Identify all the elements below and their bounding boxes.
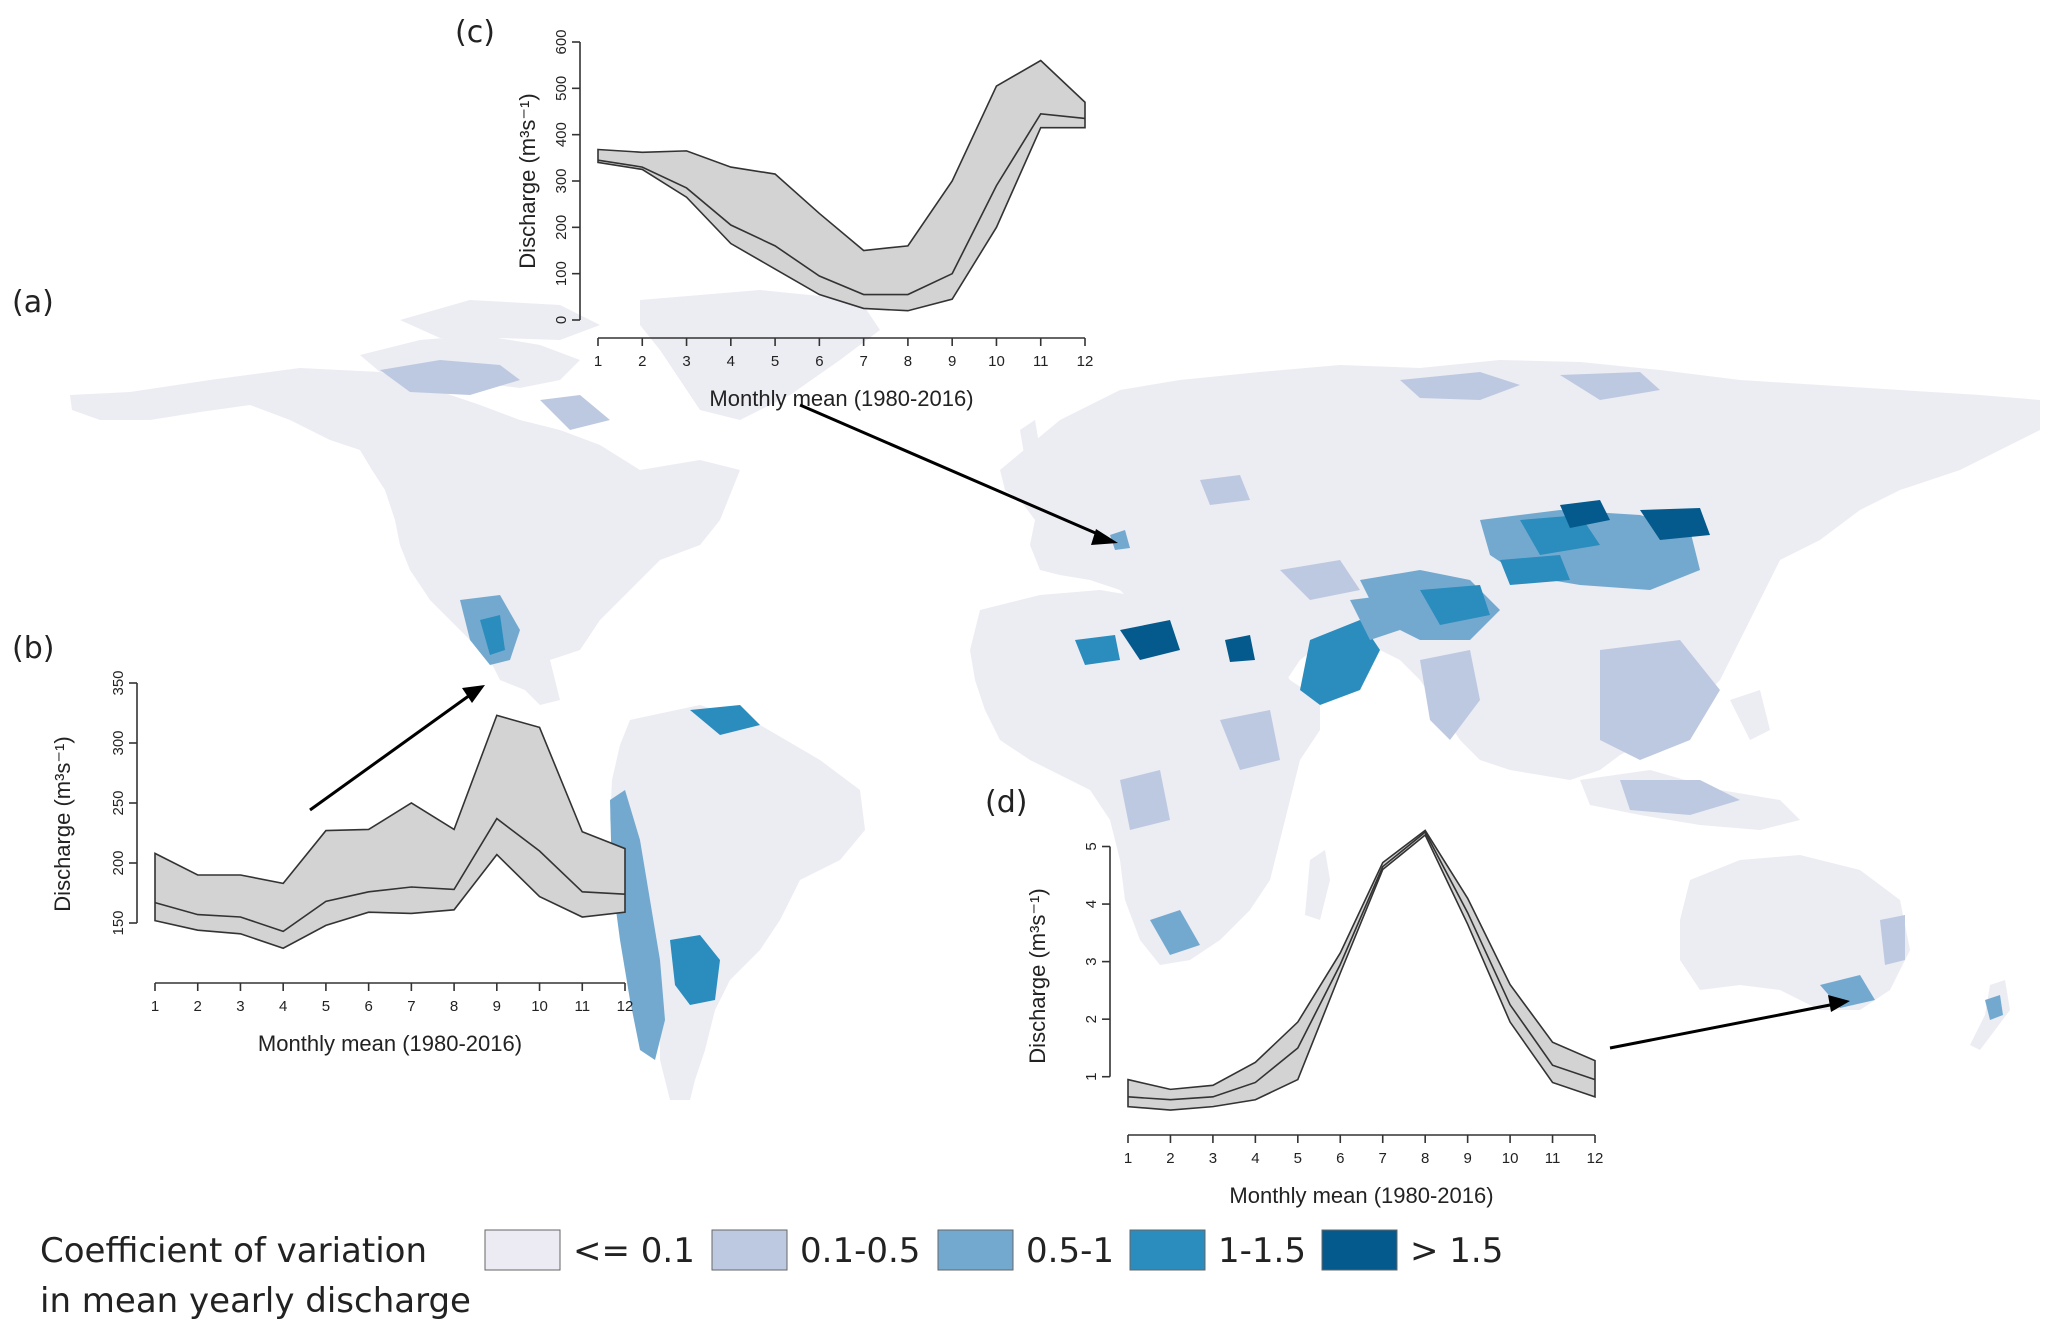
legend-items: <= 0.1 0.1-0.5 0.5-1 1-1.5 > 1.5 <box>484 1229 1503 1271</box>
x-tick-label-b: 3 <box>236 998 244 1015</box>
x-tick-label-b: 10 <box>531 998 548 1015</box>
legend-swatch-0 <box>484 1229 561 1271</box>
legend-title-line1: Coefficient of variation <box>40 1231 427 1271</box>
legend-swatch-1 <box>711 1229 788 1271</box>
x-tick-label-d: 9 <box>1463 1150 1471 1167</box>
legend-label-0: <= 0.1 <box>573 1231 695 1271</box>
y-tick-label-b: 350 <box>110 670 127 695</box>
x-tick-label-d: 12 <box>1587 1150 1604 1167</box>
x-tick-label-d: 1 <box>1124 1150 1132 1167</box>
x-tick-label-d: 10 <box>1502 1150 1519 1167</box>
y-axis-title-d: Discharge (m³s⁻¹) <box>1025 888 1050 1063</box>
x-tick-label-b: 1 <box>151 998 159 1015</box>
x-tick-label-c: 6 <box>815 353 823 370</box>
y-tick-label-c: 400 <box>553 122 570 147</box>
y-tick-label-c: 300 <box>553 168 570 193</box>
panel-label-c: (c) <box>455 15 495 50</box>
y-axis-title-b: Discharge (m³s⁻¹) <box>50 736 75 911</box>
y-tick-label-c: 200 <box>553 215 570 240</box>
x-tick-label-c: 7 <box>859 353 867 370</box>
variation-patches <box>380 360 2003 1060</box>
panel-label-b: (b) <box>12 631 54 666</box>
y-tick-label-d: 4 <box>1083 900 1100 908</box>
x-tick-label-b: 4 <box>279 998 287 1015</box>
x-tick-label-b: 8 <box>450 998 458 1015</box>
x-tick-label-b: 2 <box>194 998 202 1015</box>
y-tick-label-c: 0 <box>553 316 570 324</box>
panel-label-a: (a) <box>12 285 54 320</box>
y-axis-title-c: Discharge (m³s⁻¹) <box>515 93 540 268</box>
x-tick-label-d: 5 <box>1294 1150 1302 1167</box>
y-tick-label-d: 5 <box>1083 842 1100 850</box>
greenland <box>640 290 880 420</box>
x-tick-label-b: 6 <box>364 998 372 1015</box>
x-tick-label-c: 11 <box>1033 353 1049 370</box>
y-tick-label-c: 100 <box>553 261 570 286</box>
mean-line-c <box>597 112 1086 296</box>
legend-label-3: 1-1.5 <box>1218 1231 1306 1271</box>
arrow-head-c <box>1091 529 1118 545</box>
pointer-arrows <box>309 403 1850 1050</box>
x-tick-label-c: 5 <box>771 353 779 370</box>
arrow-d <box>1609 1003 1831 1050</box>
x-axis-title-d: Monthly mean (1980-2016) <box>1229 1183 1493 1208</box>
x-axis-title-c: Monthly mean (1980-2016) <box>709 386 973 411</box>
y-tick-label-d: 1 <box>1083 1073 1100 1081</box>
x-tick-label-b: 11 <box>574 998 590 1015</box>
x-tick-label-c: 8 <box>904 353 912 370</box>
legend: Coefficient of variation in mean yearly … <box>40 1229 1503 1321</box>
range-band-c <box>597 59 1086 312</box>
north-america <box>70 368 740 705</box>
arrow-head-b <box>462 685 485 703</box>
x-axis-title-b: Monthly mean (1980-2016) <box>258 1031 522 1056</box>
x-tick-label-c: 2 <box>638 353 646 370</box>
legend-title-line2: in mean yearly discharge <box>40 1281 471 1321</box>
world-map <box>70 290 2040 1100</box>
x-tick-label-b: 9 <box>493 998 501 1015</box>
x-tick-label-c: 4 <box>727 353 735 370</box>
x-tick-label-c: 10 <box>988 353 1005 370</box>
mean-line-b <box>154 817 626 933</box>
x-tick-label-b: 5 <box>322 998 330 1015</box>
legend-label-1: 0.1-0.5 <box>800 1231 920 1271</box>
x-tick-label-d: 3 <box>1209 1150 1217 1167</box>
legend-swatch-2 <box>937 1229 1014 1271</box>
x-tick-label-d: 7 <box>1379 1150 1387 1167</box>
x-tick-label-b: 7 <box>407 998 415 1015</box>
panel-label-d: (d) <box>985 785 1027 820</box>
x-tick-label-d: 2 <box>1166 1150 1174 1167</box>
x-tick-label-c: 3 <box>682 353 690 370</box>
x-tick-label-c: 12 <box>1077 353 1094 370</box>
x-tick-label-d: 11 <box>1545 1150 1561 1167</box>
legend-swatch-4 <box>1321 1229 1398 1271</box>
y-tick-label-d: 2 <box>1083 1015 1100 1023</box>
range-band-d <box>1127 829 1596 1111</box>
south-america <box>610 705 865 1100</box>
y-tick-label-b: 250 <box>110 790 127 815</box>
x-tick-label-d: 6 <box>1336 1150 1344 1167</box>
x-tick-label-c: 1 <box>594 353 602 370</box>
range-band-b <box>154 714 626 950</box>
y-tick-label-b: 300 <box>110 730 127 755</box>
arrow-b <box>309 693 471 812</box>
y-tick-label-c: 600 <box>553 29 570 54</box>
australia <box>1680 855 1910 1010</box>
x-tick-label-b: 12 <box>617 998 634 1015</box>
legend-label-4: > 1.5 <box>1410 1231 1503 1271</box>
y-tick-label-d: 3 <box>1083 957 1100 965</box>
y-tick-label-b: 200 <box>110 850 127 875</box>
arrow-c <box>799 403 1101 537</box>
x-tick-label-d: 4 <box>1251 1150 1259 1167</box>
y-tick-label-c: 500 <box>553 76 570 101</box>
arrow-head-d <box>1828 995 1850 1012</box>
x-tick-label-d: 8 <box>1421 1150 1429 1167</box>
y-tick-label-b: 150 <box>110 910 127 935</box>
legend-label-2: 0.5-1 <box>1026 1231 1114 1271</box>
legend-swatch-3 <box>1129 1229 1206 1271</box>
x-tick-label-c: 9 <box>948 353 956 370</box>
mean-line-d <box>1127 830 1596 1101</box>
